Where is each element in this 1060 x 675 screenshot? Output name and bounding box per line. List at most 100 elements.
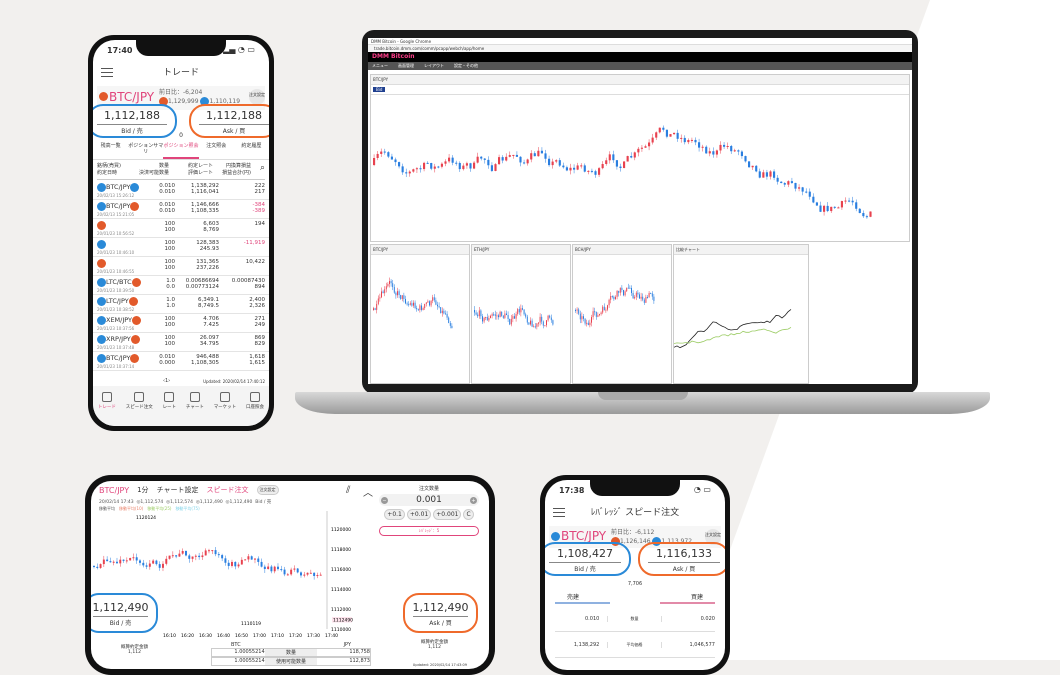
window-title: DMM Bitcoin - Google Chrome <box>368 38 912 45</box>
qty-step-button[interactable]: +0.001 <box>433 509 462 520</box>
coin-icon <box>97 202 106 211</box>
url-bar[interactable]: trade.bitcoin.dmm.com/comm/pcapp/webch/a… <box>368 45 912 52</box>
brand-bar: DMM Bitcoin <box>368 52 912 62</box>
table-row: 1,138,292 平均価格 1,046,577 <box>555 632 715 658</box>
margin-label: 概算約定金額 <box>121 645 148 650</box>
ask-button[interactable]: 1,112,188 Ask / 買 <box>189 104 269 138</box>
pl: 2,400 <box>249 297 265 303</box>
pair-name[interactable]: BTC/JPY <box>561 529 607 543</box>
menu-item[interactable]: レイアウト <box>424 63 444 68</box>
bid-button[interactable]: 1,108,427 Bid / 売 <box>545 542 631 576</box>
x-tick: 17:30 <box>307 633 320 639</box>
nav-item[interactable]: スピード注文 <box>126 392 153 426</box>
tab[interactable]: 注文照会 <box>206 143 227 149</box>
compare-line <box>674 309 792 349</box>
nav-item[interactable]: 口座照会 <box>246 392 264 426</box>
order-setting-button[interactable]: 注文設定 <box>256 485 279 495</box>
menu-icon[interactable] <box>101 68 113 77</box>
side-icon <box>128 297 138 306</box>
chart-setting-button[interactable]: チャート設定 <box>156 486 199 494</box>
plus-button[interactable]: + <box>469 496 477 504</box>
sub-chart[interactable] <box>573 255 673 375</box>
sub-chart[interactable] <box>371 255 471 375</box>
nav-item[interactable]: レート <box>163 392 176 426</box>
pair: XEM/JPY <box>106 316 133 324</box>
ask-price: 1,112,490 <box>412 601 469 614</box>
chart-type-icon[interactable]: ⫽ <box>346 485 351 496</box>
table-row[interactable]: 20/01/23 10:56:52 100 100 6,603 8,769 194 <box>93 219 269 238</box>
bid-button[interactable]: 1,112,188 Bid / 売 <box>93 104 177 138</box>
menu-item[interactable]: 設定・その他 <box>454 63 478 68</box>
balance-cell: 1.00055214 <box>234 649 265 655</box>
order-panel: 注文数量 − 0.001 + +0.1 +0.01 +0.001 C ﾚﾊﾞﾚｯｼﾞ：5 <box>379 485 479 536</box>
eval-rate: 237,226 <box>196 265 219 271</box>
table-row[interactable]: LTC/JPY 20/01/23 10:38:52 1.0 1.0 6,349.1 8… <box>93 295 269 314</box>
search-icon[interactable]: ⌕ <box>259 163 265 173</box>
bid-toggle[interactable]: Bid <box>373 87 386 92</box>
qty-step-button[interactable]: +0.01 <box>406 509 432 520</box>
chart-pair[interactable]: BTC/JPY <box>373 77 389 82</box>
pagination[interactable]: ‹1› <box>163 378 171 384</box>
nav-item[interactable]: トレード <box>98 392 116 426</box>
balance-row: 1.00055214 数量 118,758 <box>211 648 371 657</box>
sub-chart[interactable] <box>674 255 810 375</box>
pl-total: 2,326 <box>249 303 265 309</box>
closable-qty: 0.010 <box>159 208 175 214</box>
table-row[interactable]: BTC/JPY 20/01/23 10:37:14 0.010 0.000 946,… <box>93 352 269 371</box>
date: 20/02/13 15:26:12 <box>97 193 135 198</box>
qty: 0.010 <box>159 183 175 189</box>
eval-rate: 1,116,041 <box>191 189 219 195</box>
eval-rate: 8,769 <box>203 227 219 233</box>
table-row[interactable]: XRP/JPY 20/01/23 10:37:48 100 100 26.097 34… <box>93 333 269 352</box>
tab[interactable]: ポジションサマリ <box>128 143 164 155</box>
speed-order-tab[interactable]: スピード注文 <box>206 486 249 494</box>
nav-item[interactable]: マーケット <box>214 392 236 426</box>
tab[interactable]: ポジション照会 <box>163 140 199 159</box>
interval-button[interactable]: 1分 <box>137 486 149 494</box>
candle-chart[interactable]: 1120000 1118000 1116000 1114000 1112000 11100… <box>91 511 381 639</box>
collapse-icon[interactable]: ︿ <box>363 488 373 499</box>
table-row[interactable]: 20/01/23 10:46:55 100 100 131,365 237,226 … <box>93 257 269 276</box>
nav-label: スピード注文 <box>125 405 153 410</box>
qty-step-button[interactable]: C <box>463 509 474 520</box>
table-row[interactable]: BTC/JPY 20/02/13 15:21:05 0.010 0.010 1,14… <box>93 200 269 219</box>
leverage-button[interactable]: ﾚﾊﾞﾚｯｼﾞ：5 <box>379 526 479 536</box>
y-tick: 1120000 <box>331 527 351 533</box>
order-setting-button[interactable]: 注文設定 <box>705 529 721 545</box>
x-tick: 16:40 <box>217 633 230 639</box>
x-tick: 17:20 <box>289 633 302 639</box>
table-row[interactable]: XEM/JPY 20/01/23 10:37:56 100 100 4.706 7.4… <box>93 314 269 333</box>
table-row[interactable]: 20/01/23 10:46:10 100 100 128,383 245.93 -… <box>93 238 269 257</box>
qty-input[interactable]: 0.001 <box>416 495 442 505</box>
tab[interactable]: 残高一覧 <box>100 143 121 149</box>
nav-item[interactable]: チャート <box>186 392 204 426</box>
pair-name[interactable]: BTC/JPY <box>109 90 155 104</box>
table-row[interactable]: BTC/JPY 20/02/13 15:26:12 0.010 0.010 1,13… <box>93 181 269 200</box>
minus-button[interactable]: − <box>381 496 388 504</box>
pl-total: 10,422 <box>245 259 265 265</box>
ask-button[interactable]: 1,116,133 Ask / 買 <box>638 542 725 576</box>
side-icon <box>97 221 106 230</box>
low-icon <box>652 537 662 546</box>
ask-button[interactable]: 1,112,490 Ask / 買 <box>403 593 478 633</box>
tab[interactable]: 約定履歴 <box>241 143 262 149</box>
buy-value: 1,046,577 <box>689 641 715 648</box>
main-chart[interactable] <box>371 95 911 235</box>
menu-item[interactable]: 画面管理 <box>398 63 414 68</box>
menu-item[interactable]: メニュー <box>372 63 388 68</box>
order-setting-button[interactable]: 注文設定 <box>249 89 265 105</box>
pair-name[interactable]: BTC/JPY <box>99 485 130 495</box>
coin-icon <box>97 354 106 363</box>
qty-step-button[interactable]: +0.1 <box>384 509 405 520</box>
menu-bar: メニュー 画面管理 レイアウト 設定・その他 <box>368 62 912 70</box>
pl: -384 <box>252 202 265 208</box>
ask-label: Ask / 買 <box>199 124 269 135</box>
pl-total: 249 <box>254 322 266 328</box>
table-row[interactable]: LTC/BTC 20/01/23 10:39:50 1.0 0.0 0.006866… <box>93 276 269 295</box>
sub-chart[interactable] <box>472 255 572 375</box>
low-price: 1,110,119 <box>209 98 241 105</box>
menu-icon[interactable] <box>553 508 565 517</box>
pl: 869 <box>254 335 266 341</box>
compare-line <box>674 327 792 344</box>
bid-button[interactable]: 1,112,490 Bid / 売 <box>91 593 158 633</box>
